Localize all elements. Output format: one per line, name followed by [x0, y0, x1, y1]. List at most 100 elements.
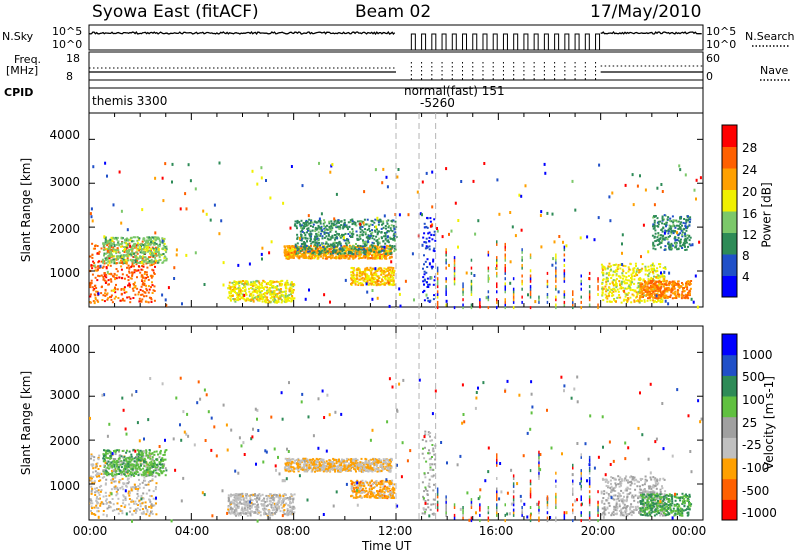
data-point — [423, 289, 426, 292]
data-point — [668, 227, 671, 230]
data-point — [352, 279, 355, 282]
data-point — [149, 511, 152, 514]
data-point — [106, 251, 109, 254]
nsky-burst — [441, 33, 447, 50]
data-point — [671, 281, 674, 284]
data-point — [670, 227, 673, 230]
data-point — [296, 249, 299, 252]
data-point — [274, 293, 277, 296]
data-point — [365, 244, 368, 247]
data-point — [109, 463, 112, 466]
data-point — [655, 270, 658, 273]
data-point — [272, 285, 275, 287]
data-point — [134, 254, 137, 257]
data-point — [325, 255, 327, 257]
data-point — [363, 248, 365, 251]
data-point — [654, 229, 657, 232]
data-point — [601, 271, 604, 274]
data-point — [303, 251, 306, 254]
data-point — [106, 507, 109, 510]
data-point — [428, 248, 431, 251]
data-point — [89, 293, 92, 296]
data-point — [608, 265, 611, 268]
data-point — [394, 235, 396, 238]
data-point — [386, 268, 389, 271]
data-point — [392, 279, 395, 282]
data-point — [127, 477, 130, 480]
data-point — [145, 295, 148, 298]
data-point — [145, 484, 148, 486]
data-point — [330, 229, 333, 232]
data-point — [462, 285, 464, 289]
data-point — [283, 254, 286, 257]
data-point — [434, 233, 437, 236]
data-point — [653, 287, 656, 290]
data-point — [104, 292, 106, 295]
data-point — [145, 262, 148, 265]
data-point — [265, 179, 267, 182]
data-point — [122, 494, 125, 497]
data-point — [124, 499, 127, 501]
data-point — [218, 232, 221, 236]
data-point — [244, 282, 246, 285]
data-point — [133, 243, 135, 246]
data-point — [387, 251, 390, 254]
data-point — [352, 248, 355, 251]
data-point — [306, 220, 309, 223]
data-point — [156, 261, 159, 264]
data-point — [394, 231, 397, 234]
data-point — [366, 280, 369, 283]
data-point — [100, 473, 103, 475]
data-point — [125, 261, 128, 265]
data-point — [164, 298, 167, 302]
data-point — [334, 230, 337, 233]
data-point — [118, 480, 121, 483]
data-point — [375, 240, 378, 242]
data-point — [290, 248, 293, 250]
data-point — [128, 296, 131, 299]
data-point — [623, 298, 626, 301]
data-point — [123, 286, 126, 289]
data-point — [652, 284, 655, 287]
data-point — [338, 233, 340, 236]
data-point — [602, 299, 605, 302]
data-point — [139, 505, 142, 508]
data-point — [588, 277, 591, 281]
data-point — [308, 246, 311, 249]
data-point — [423, 270, 426, 273]
data-point — [606, 280, 609, 283]
data-point — [305, 224, 308, 227]
data-point — [659, 275, 662, 278]
data-point — [120, 505, 123, 507]
data-point — [105, 267, 108, 270]
data-point — [453, 274, 456, 278]
data-point — [504, 269, 506, 273]
data-point — [369, 223, 372, 226]
data-point — [616, 270, 619, 273]
data-point — [371, 241, 374, 244]
data-point — [425, 247, 428, 249]
data-point — [161, 463, 164, 466]
data-point — [366, 248, 369, 251]
data-point — [657, 297, 660, 300]
data-point — [140, 268, 143, 271]
data-point — [104, 241, 107, 244]
data-point — [555, 256, 557, 260]
data-point — [609, 282, 611, 285]
data-point — [90, 491, 93, 494]
data-point — [383, 267, 386, 270]
data-point — [213, 203, 216, 207]
data-point — [687, 245, 689, 248]
data-point — [433, 230, 436, 233]
data-point — [379, 220, 382, 223]
data-point — [359, 255, 361, 258]
data-point — [236, 281, 239, 284]
data-point — [655, 296, 658, 299]
data-point — [674, 238, 677, 242]
data-point — [498, 212, 501, 216]
data-point — [279, 296, 282, 299]
data-point — [686, 234, 689, 237]
data-point — [636, 293, 639, 296]
data-point — [586, 235, 589, 239]
data-point — [247, 299, 250, 302]
